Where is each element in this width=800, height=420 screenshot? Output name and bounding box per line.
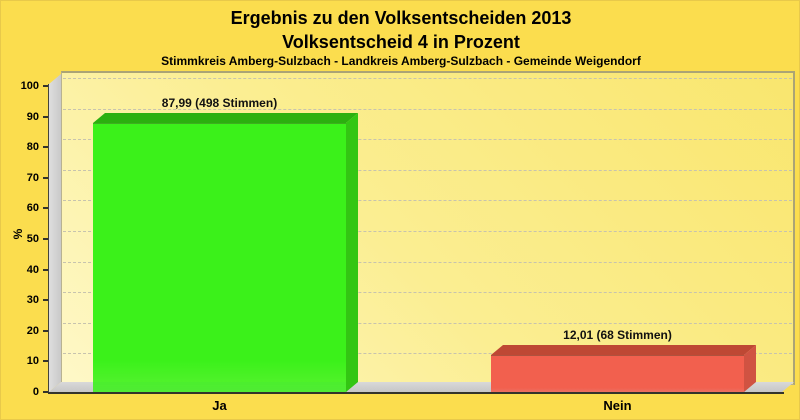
x-axis-line — [48, 392, 784, 394]
gridline — [63, 261, 792, 263]
y-axis-tick — [43, 360, 48, 363]
y-tick-label: 0 — [32, 386, 39, 398]
bar-value-label: 87,99 (498 Stimmen) — [161, 96, 278, 110]
chart-title-line1: Ergebnis zu den Volksentscheiden 2013 — [230, 8, 572, 28]
y-axis-tick — [43, 176, 48, 179]
y-axis-tick — [43, 146, 48, 149]
bar-top-nein — [491, 345, 756, 355]
chart-subtitle: Stimmkreis Amberg-Sulzbach - Landkreis A… — [161, 54, 641, 68]
y-axis-tick — [43, 391, 48, 393]
y-axis-tick — [43, 115, 48, 118]
gridline — [63, 78, 792, 79]
gridline — [63, 108, 792, 110]
floor-3d — [49, 382, 794, 392]
y-axis-tick — [43, 268, 48, 271]
y-axis-tick — [43, 207, 48, 210]
y-axis-tick — [43, 299, 48, 302]
gridline — [63, 322, 792, 324]
y-axis-tick — [43, 85, 48, 87]
y-tick-label: 20 — [26, 324, 39, 337]
y-axis-line — [48, 84, 49, 393]
chart-title-line2: Volksentscheid 4 in Prozent — [282, 32, 520, 52]
bar-front-ja — [93, 123, 346, 392]
y-tick-label: 90 — [26, 110, 39, 123]
bar-front-nein — [491, 355, 744, 392]
y-axis-tick — [43, 238, 48, 240]
x-axis-category-label: Ja — [212, 398, 227, 413]
gridline — [63, 169, 792, 171]
y-tick-label: 30 — [26, 294, 39, 307]
y-axis-tick — [43, 329, 48, 332]
y-tick-label: 70 — [26, 171, 39, 184]
bar-value-label: 12,01 (68 Stimmen) — [563, 328, 672, 342]
gridline — [63, 231, 792, 232]
y-tick-label: 100 — [20, 80, 39, 92]
bar-side-ja — [346, 113, 358, 392]
left-wall-3d — [49, 74, 61, 392]
y-tick-label: 60 — [26, 202, 39, 215]
y-tick-label: 80 — [26, 141, 39, 154]
gridline — [63, 353, 792, 355]
gridline — [63, 200, 792, 202]
bar-top-ja — [93, 113, 358, 123]
y-tick-label: 50 — [26, 233, 39, 245]
x-axis-category-label: Nein — [603, 398, 632, 413]
y-tick-label: 10 — [26, 355, 39, 368]
gridline — [63, 139, 792, 141]
y-tick-label: 40 — [26, 263, 39, 276]
bar-side-nein — [744, 345, 756, 392]
gridline — [63, 292, 792, 294]
